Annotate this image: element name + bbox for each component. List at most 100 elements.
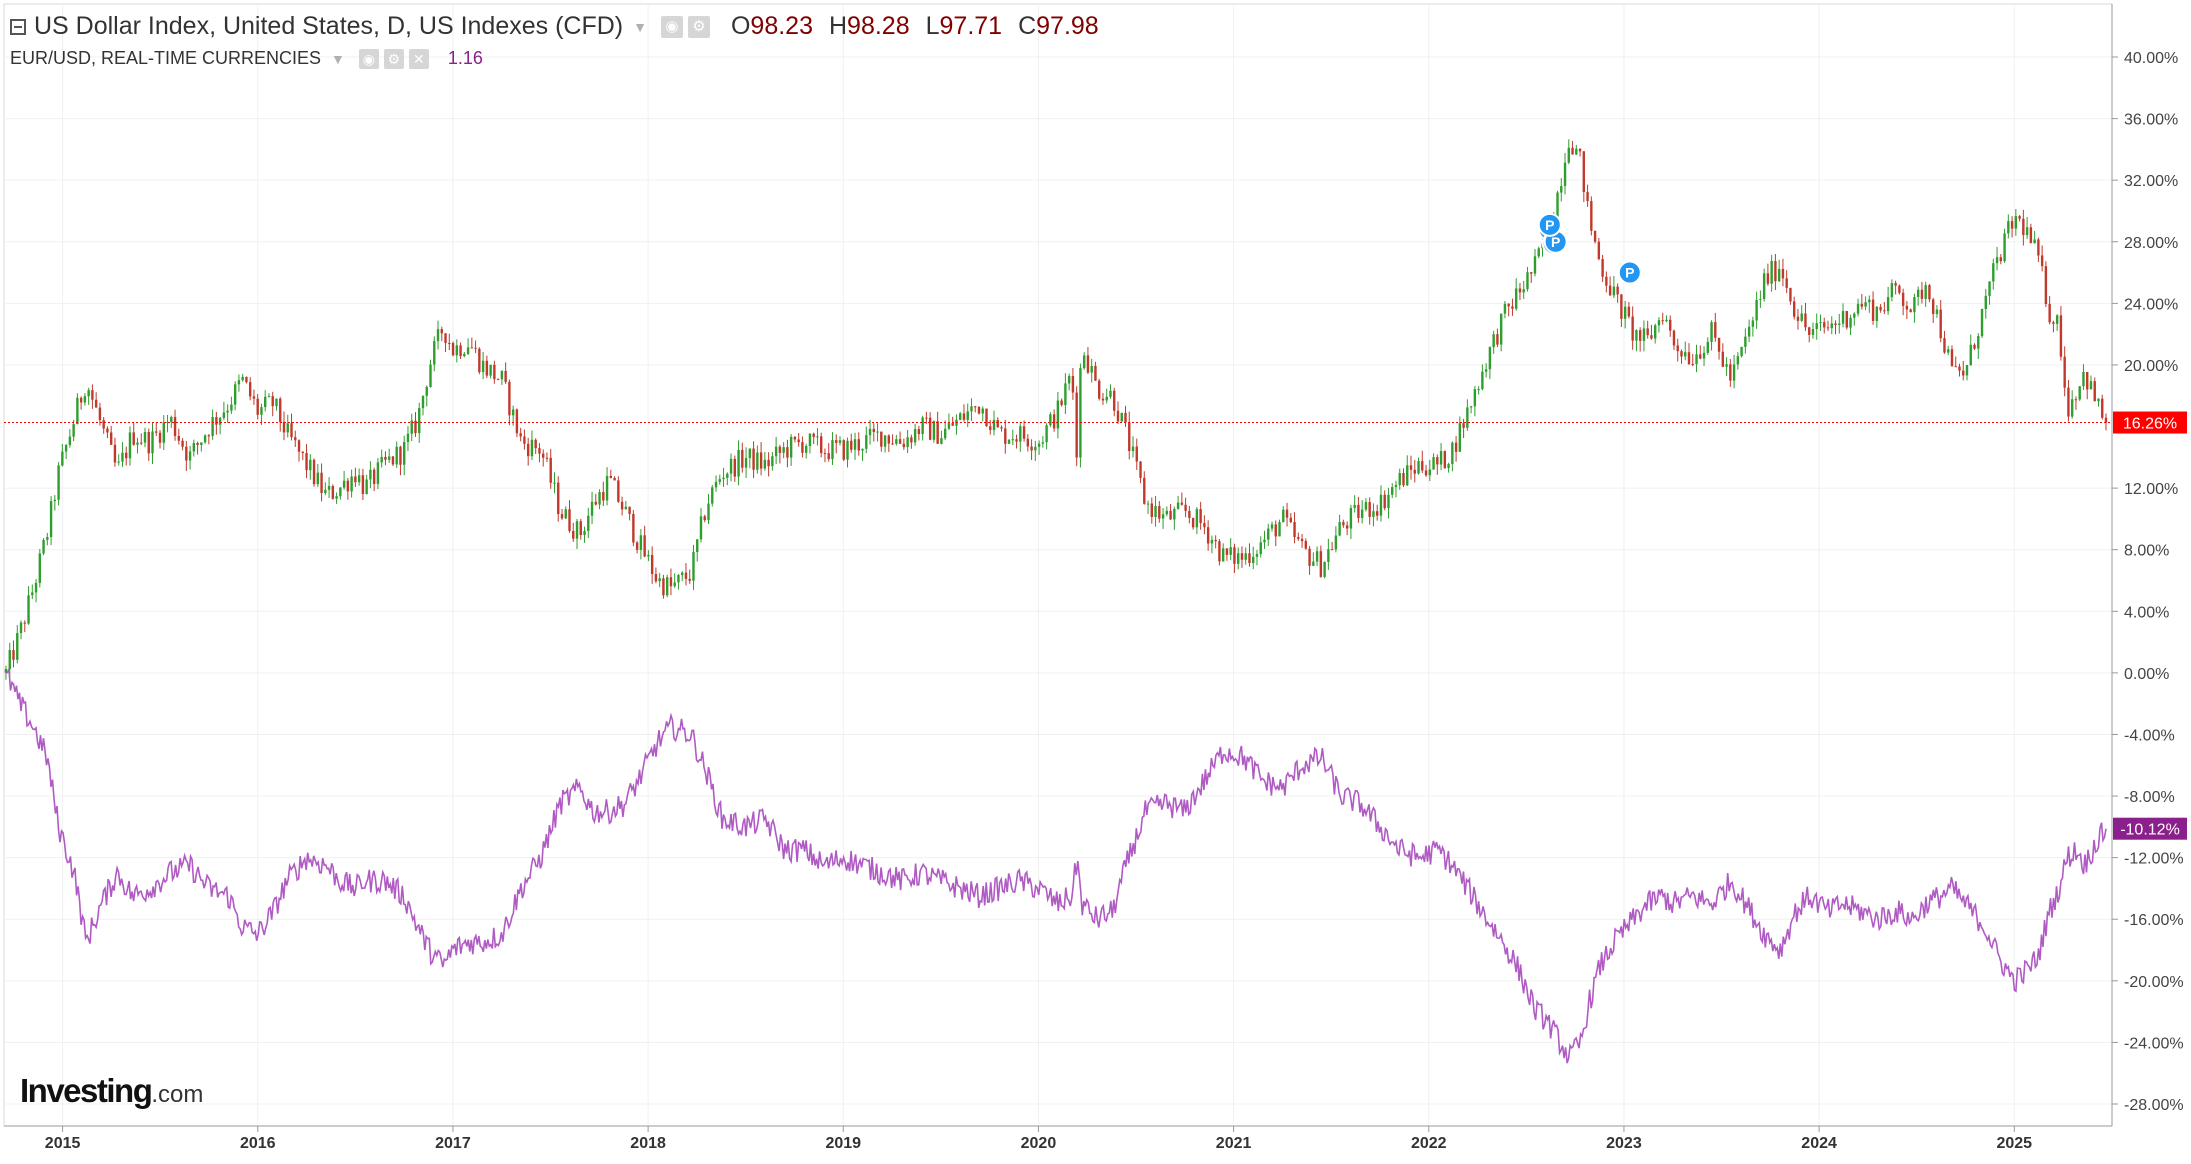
dropdown-caret-icon[interactable]: ▼: [331, 50, 345, 67]
secondary-series-title[interactable]: EUR/USD, REAL-TIME CURRENCIES: [10, 48, 322, 68]
visibility-icon[interactable]: ◉: [660, 15, 683, 38]
candle-body: [1845, 311, 1848, 328]
close-icon[interactable]: ✕: [408, 48, 429, 69]
candle-body: [1368, 502, 1371, 517]
candle-body: [2078, 386, 2081, 400]
candle-body: [414, 420, 417, 434]
eurusd-series: [5, 668, 2107, 1064]
collapse-icon[interactable]: [10, 18, 26, 35]
candle-body: [1796, 316, 1800, 321]
candle-body: [1838, 323, 1841, 326]
candle-body: [1466, 407, 1469, 428]
candle-body: [650, 554, 654, 575]
candle-body: [974, 406, 977, 408]
candle-body: [106, 428, 109, 433]
candle-body: [463, 353, 466, 357]
candle-body: [1901, 292, 1905, 306]
candle-body: [1139, 461, 1142, 478]
candle-body: [519, 433, 522, 437]
candle-body: [1804, 313, 1807, 328]
candle-body: [861, 448, 864, 451]
candle-body: [2025, 227, 2029, 236]
open-value: 98.23: [750, 12, 813, 40]
candle-body: [113, 444, 117, 463]
main-series-title[interactable]: US Dollar Index, United States, D, US In…: [34, 12, 624, 40]
candle-body: [744, 457, 748, 468]
event-marker-circle: [1617, 260, 1642, 285]
candle-body: [2044, 266, 2048, 305]
candle-body: [613, 477, 616, 481]
investing-logo[interactable]: Investing.com: [20, 1072, 204, 1109]
candle-body: [117, 461, 120, 463]
settings-icon[interactable]: ⚙: [383, 48, 404, 69]
candle-body: [76, 397, 79, 425]
candle-body: [1308, 548, 1311, 566]
candle-body: [639, 535, 643, 550]
candle-body: [2097, 398, 2100, 402]
settings-icon[interactable]: ⚙: [687, 15, 710, 38]
candle-body: [1131, 446, 1135, 451]
candle-body: [1916, 289, 1920, 298]
candle-body: [207, 435, 211, 437]
candle-body: [801, 442, 804, 453]
dropdown-caret-icon[interactable]: ▼: [633, 18, 647, 35]
candle-body: [1533, 256, 1537, 274]
candle-body: [1496, 334, 1499, 345]
candle-body: [1071, 376, 1075, 393]
candle-body: [485, 360, 489, 376]
event-marker-icon[interactable]: P: [1617, 260, 1642, 285]
candle-body: [575, 521, 579, 539]
candle-body: [500, 370, 504, 380]
event-marker-icon[interactable]: P: [1537, 212, 1562, 237]
y-tick-label: 40.00%: [2124, 50, 2178, 67]
candle-body: [1586, 191, 1589, 202]
candle-body: [1098, 380, 1101, 399]
candle-body: [57, 465, 60, 500]
candle-body: [1657, 320, 1661, 326]
candle-body: [387, 456, 391, 460]
candle-body: [1274, 524, 1277, 537]
visibility-icon[interactable]: ◉: [358, 48, 379, 69]
candle-body: [1834, 323, 1837, 326]
candle-body: [218, 417, 222, 425]
candle-body: [455, 345, 459, 356]
candle-body: [297, 440, 301, 452]
candle-body: [943, 428, 947, 439]
candle-body: [1030, 446, 1033, 451]
candle-body: [436, 329, 440, 342]
candle-body: [2070, 399, 2074, 417]
candle-body: [1218, 541, 1221, 562]
candle-body: [970, 406, 973, 412]
main-last-value-badge: [2113, 411, 2187, 434]
candle-body: [233, 384, 237, 405]
candle-body: [1176, 502, 1180, 509]
candle-body: [1616, 286, 1619, 295]
candle-body: [868, 428, 872, 436]
candle-body: [1830, 323, 1833, 329]
candle-body: [992, 419, 996, 431]
candle-body: [842, 440, 845, 460]
candle-body: [523, 436, 526, 444]
candle-body: [1203, 523, 1206, 528]
candle-body: [1969, 344, 1972, 366]
candle-body: [1409, 465, 1413, 470]
candle-body: [1800, 313, 1803, 321]
candle-body: [1856, 303, 1860, 314]
candle-body: [1676, 345, 1679, 352]
candle-body: [155, 431, 158, 433]
candle-body: [1950, 349, 1954, 367]
candle-body: [2007, 221, 2010, 234]
candle-body: [1116, 410, 1120, 422]
candle-body: [188, 451, 192, 461]
candle-body: [812, 433, 815, 438]
candle-body: [200, 442, 203, 446]
candle-body: [1514, 288, 1518, 309]
candle-body: [632, 513, 635, 543]
candle-body: [1037, 443, 1041, 447]
candle-body: [1357, 504, 1360, 519]
candle-body: [1841, 311, 1845, 324]
candle-body: [1511, 306, 1514, 309]
candle-body: [1255, 553, 1259, 557]
